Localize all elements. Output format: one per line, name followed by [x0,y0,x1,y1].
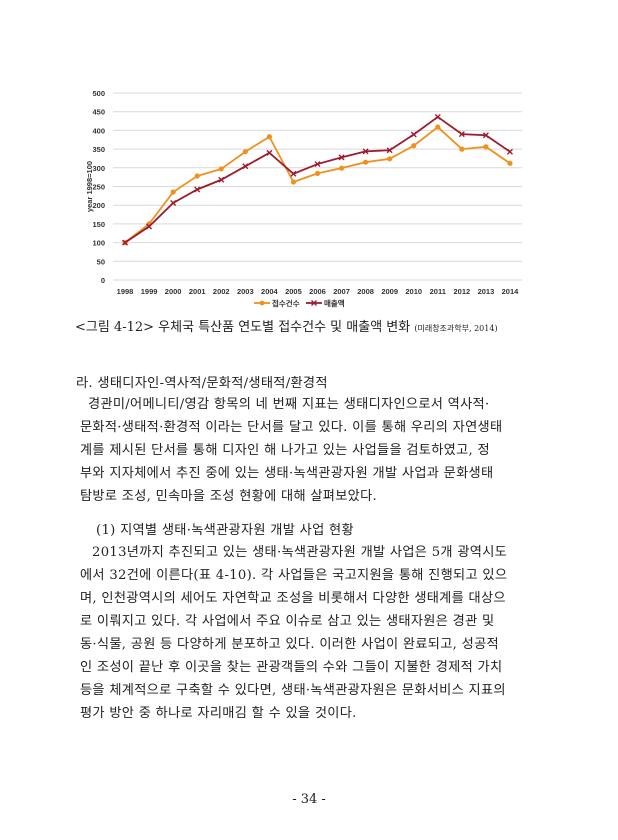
data-point [218,166,224,172]
paragraph-line: 등을 체계적으로 구축할 수 있다면, 생태·녹색관광자원은 문화서비스 지표의 [80,683,506,698]
data-point [435,124,441,130]
y-tick-label: 50 [97,257,105,266]
y-tick-label: 350 [92,145,105,154]
y-tick-label: 200 [92,201,105,210]
paragraph-line: 평가 방안 중 하나로 자리매김 할 수 있을 것이다. [80,706,357,721]
paragraph-line: 경관미/어메니티/영감 항목의 네 번째 지표는 생태디자인으로서 역사적· [88,397,490,412]
section-heading: 라. 생태디자인-역사적/문화적/생태적/환경적 [76,376,328,391]
data-point [266,149,273,156]
data-point [458,131,465,138]
data-point [506,148,513,155]
x-tick-label: 2000 [165,287,182,296]
legend-label: 접수건수 [272,298,300,308]
data-point [386,147,393,154]
data-point [483,144,489,150]
caption-text: <그림 4-12> 우체국 특산품 연도별 접수건수 및 매출액 변화 [75,320,411,335]
x-tick-label: 2003 [237,287,254,296]
x-tick-label: 2010 [405,287,422,296]
x-tick-label: 2004 [261,287,279,296]
data-point [434,113,441,120]
data-point [194,173,200,179]
data-point [363,159,369,165]
paragraph-line: 며, 인천광역시의 세어도 자연학교 조성을 비롯해서 다양한 생태계를 대상으 [80,591,506,606]
x-tick-label: 2008 [357,287,374,296]
data-point [146,223,153,230]
paragraph-line: 동·식물, 공원 등 다양하게 분포하고 있다. 이러한 사업이 완료되고, 성… [80,637,499,652]
paragraph-line: 인 조성이 끝난 후 이곳을 찾는 관광객들의 수와 그들이 지불한 경제적 가… [80,660,503,675]
x-tick-label: 2013 [478,287,495,296]
data-point [218,176,225,183]
paragraph-line: 부와 지자체에서 추진 중에 있는 생태·녹색관광자원 개발 사업과 문화생태 [80,466,494,481]
paragraph-line: 계를 제시된 단서를 통해 디자인 해 나가고 있는 사업들을 검토하였고, 정 [80,443,490,458]
data-point [362,148,369,155]
x-tick-label: 2001 [189,287,206,296]
y-tick-label: 100 [92,239,105,248]
legend-marker [311,300,317,306]
data-point [290,179,297,185]
line-chart: 0 50 100 150 200 250 300 350 400 450 500 1998 1999 20… [85,89,522,308]
y-tick-label: 500 [92,89,105,98]
legend-marker [259,300,265,306]
paragraph-line: 탐방로 조성, 민속마을 조성 현황에 대해 살펴보았다. [80,489,378,504]
data-point [338,154,345,161]
data-point [387,156,393,162]
paragraph-line: 2013년까지 추진되고 있는 생태·녹색관광자원 개발 사업은 5개 광역시도 [92,545,508,560]
data-point [411,143,417,149]
y-tick-label: 250 [92,183,105,192]
y-tick-label: 400 [92,126,105,135]
x-tick-label: 2009 [381,287,398,296]
data-point [242,163,249,170]
x-tick-label: 1999 [141,287,158,296]
paragraph-line: 문화적·생태적·환경적 이라는 단서를 달고 있다. 이를 통해 우리의 자연생… [80,420,503,435]
y-tick-label: 450 [92,108,105,117]
x-tick-label: 2005 [285,287,302,296]
x-tick-label: 2014 [502,287,520,296]
y-tick-label: 0 [101,276,105,285]
paragraph-line: 에서 32건에 이른다(표 4-10). 각 사업들은 국고지원을 통해 진행되… [80,568,508,583]
data-point [170,189,176,195]
subsection-heading: (1) 지역별 생태·녹색관광자원 개발 사업 현황 [96,523,354,538]
x-tick-label: 2002 [213,287,230,296]
legend-label: 매출액 [324,298,345,308]
data-point [170,199,177,206]
data-point [482,132,489,139]
y-tick-label: 150 [92,220,105,229]
y-tick-label: 300 [92,164,105,173]
data-point [314,161,321,168]
data-point [507,160,513,166]
data-point [122,239,129,246]
figure-caption: <그림 4-12> 우체국 특산품 연도별 접수건수 및 매출액 변화 (미래창… [75,316,498,335]
data-point [459,146,465,152]
x-tick-label: 2006 [309,287,326,296]
data-point [410,131,417,138]
paragraph-line: 로 이뤄지고 있다. 각 사업에서 주요 이슈로 삼고 있는 생태자원은 경관 … [80,614,495,629]
data-point [290,170,297,177]
x-tick-label: 2012 [454,287,471,296]
x-tick-label: 1998 [117,287,134,296]
x-tick-label: 2011 [430,287,446,296]
data-point [314,170,321,177]
series-line-0 [124,125,511,244]
data-point [338,165,345,171]
x-tick-label: 2007 [333,287,350,296]
data-point [242,149,248,155]
caption-source: (미래창조과학부, 2014) [414,324,498,333]
y-axis-label: year 1998=100 [85,161,94,212]
data-point [266,134,272,140]
data-point [194,186,201,193]
page-number: - 34 - [292,792,326,807]
